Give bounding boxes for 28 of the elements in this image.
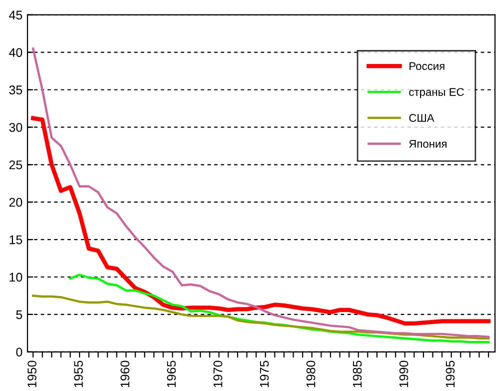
x-tick-label: 1980 [306,360,316,388]
y-tick-label: 45 [9,10,22,20]
y-tick-label: 10 [10,272,22,282]
line-series [30,116,491,326]
x-tick-label: 1995 [446,360,455,388]
x-tick-label: 1960 [120,360,130,388]
legend-label: Россия [410,62,444,70]
x-tick-label: 1970 [213,360,222,388]
y-tick-label: 15 [10,235,22,244]
legend-label: Япония [409,140,446,148]
y-tick-label: 35 [9,86,22,94]
y-tick-label: 25 [9,160,22,170]
legend-label: страны ЕС [409,88,464,98]
line-series [32,294,490,340]
x-tick-label: 1965 [166,360,176,388]
y-tick-label: 30 [9,123,22,132]
y-tick-label: 40 [9,48,22,57]
line-series [69,274,490,344]
x-tick-label: 1975 [260,360,269,388]
y-tick-label: 5 [16,310,22,320]
x-tick-label: 1990 [399,360,408,388]
x-tick-label: 1950 [28,360,36,388]
line-series [32,47,490,338]
y-tick-label: 0 [16,348,22,357]
y-tick-label: 20 [9,198,22,207]
x-tick-label: 1985 [352,360,362,388]
legend-label: США [409,114,434,122]
x-tick-label: 1955 [74,360,83,388]
